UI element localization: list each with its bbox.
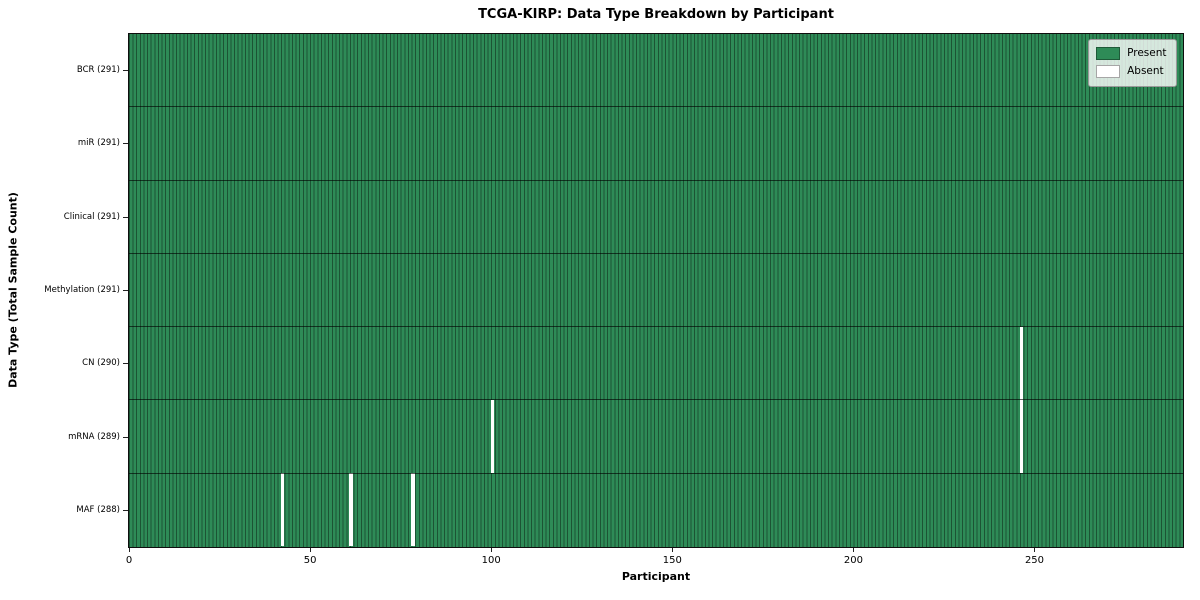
absent-cell-MAF-61 bbox=[349, 473, 354, 547]
legend-entry-present: Present bbox=[1096, 45, 1167, 63]
legend-swatch-present bbox=[1096, 47, 1121, 60]
y-tick-label-MAF: MAF (288) bbox=[76, 504, 120, 515]
row-divider bbox=[128, 326, 1183, 328]
legend-label: Present bbox=[1127, 47, 1167, 59]
y-tick-mark bbox=[123, 509, 128, 511]
row-divider bbox=[128, 252, 1183, 254]
y-tick-mark bbox=[123, 216, 128, 218]
x-tick-mark bbox=[852, 548, 854, 552]
absent-cell-CN-246 bbox=[1019, 326, 1024, 400]
x-tick-label-100: 100 bbox=[481, 555, 501, 566]
y-tick-mark bbox=[123, 363, 128, 365]
absent-cell-mRNA-246 bbox=[1019, 399, 1024, 474]
heatmap-plot: Present Absent bbox=[127, 32, 1184, 548]
row-divider bbox=[128, 472, 1183, 474]
x-tick-label-50: 50 bbox=[303, 555, 317, 566]
x-tick-mark bbox=[1033, 548, 1035, 552]
x-tick-label-250: 250 bbox=[1024, 555, 1045, 566]
row-divider bbox=[128, 106, 1183, 108]
x-tick-label-200: 200 bbox=[843, 555, 863, 566]
absent-cell-MAF-78 bbox=[411, 473, 415, 547]
y-tick-label-miR: miR (291) bbox=[77, 138, 120, 149]
absent-cell-mRNA-100 bbox=[490, 399, 495, 474]
y-tick-label-BCR: BCR (291) bbox=[76, 65, 120, 76]
x-tick-mark bbox=[309, 548, 311, 552]
legend-label: Absent bbox=[1127, 65, 1164, 77]
legend: Present Absent bbox=[1088, 38, 1177, 87]
x-axis-label: Participant bbox=[621, 570, 691, 583]
y-tick-mark bbox=[123, 436, 128, 438]
y-tick-label-Clinical: Clinical (291) bbox=[63, 211, 120, 222]
legend-entry-absent: Absent bbox=[1096, 63, 1166, 81]
y-tick-label-mRNA: mRNA (289) bbox=[68, 431, 120, 442]
row-divider bbox=[128, 399, 1183, 401]
y-tick-mark bbox=[123, 143, 128, 145]
row-divider bbox=[128, 179, 1183, 181]
legend-swatch-absent bbox=[1096, 65, 1121, 78]
x-tick-mark bbox=[128, 548, 130, 552]
x-tick-mark bbox=[490, 548, 492, 552]
y-tick-mark bbox=[123, 290, 128, 291]
x-tick-label-150: 150 bbox=[662, 555, 682, 566]
y-tick-label-CN: CN (290) bbox=[82, 358, 120, 369]
y-tick-mark bbox=[123, 70, 128, 72]
y-tick-label-Methylation: Methylation (291) bbox=[44, 285, 120, 295]
absent-cell-MAF-42 bbox=[280, 473, 285, 547]
chart-title: TCGA-KIRP: Data Type Breakdown by Partic… bbox=[478, 7, 834, 22]
x-tick-label-0: 0 bbox=[125, 555, 133, 566]
x-tick-mark bbox=[671, 548, 673, 552]
